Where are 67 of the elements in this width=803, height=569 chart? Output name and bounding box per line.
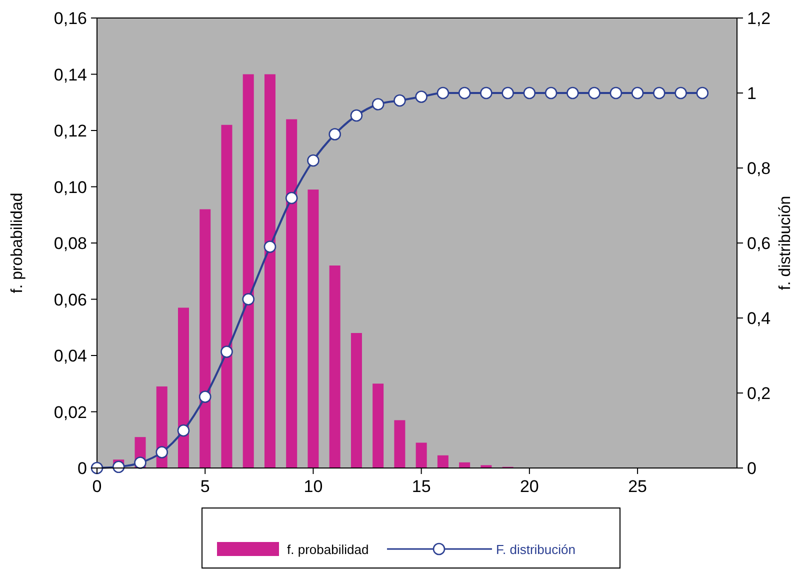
- point: [544, 86, 558, 100]
- point: [436, 86, 450, 100]
- bar: [350, 333, 362, 468]
- y2-tick-label: 0,4: [747, 309, 771, 328]
- bar: [264, 74, 276, 468]
- point: [566, 86, 579, 100]
- y-tick-label: 0,08: [54, 234, 87, 253]
- x-tick-label: 5: [200, 477, 210, 496]
- point: [177, 424, 190, 437]
- point: [328, 128, 341, 140]
- y-tick-label: 0: [78, 459, 87, 478]
- bar: [437, 455, 448, 468]
- y2-tick-label: 0,8: [747, 159, 771, 178]
- point: [372, 98, 384, 110]
- x-tick-label: 25: [628, 477, 647, 496]
- y-tick-label: 0,14: [54, 65, 87, 84]
- text: F. distribución: [496, 542, 576, 557]
- point: [588, 86, 600, 100]
- point: [156, 446, 168, 458]
- y2-axis-title: f. distribución: [777, 196, 794, 290]
- y2-tick-label: 0,2: [747, 384, 771, 403]
- point: [242, 293, 254, 306]
- point: [220, 346, 233, 358]
- point: [307, 154, 320, 167]
- bar: [178, 308, 189, 468]
- point: [458, 86, 471, 100]
- point: [502, 86, 514, 100]
- bar: [200, 209, 211, 468]
- x-tick-label: 0: [92, 477, 102, 496]
- y-tick-label: 0,10: [54, 178, 87, 197]
- y-axis-title: f. probabilidad: [9, 192, 26, 294]
- x-tick-label: 15: [412, 477, 431, 496]
- point: [264, 240, 276, 253]
- point: [674, 86, 687, 100]
- x-tick-label: 20: [520, 477, 539, 496]
- y-tick-label: 0,04: [54, 346, 87, 366]
- bar: [372, 384, 384, 468]
- y2-tick-label: 0: [747, 459, 756, 478]
- x-tick-label: 10: [304, 477, 323, 496]
- point: [350, 109, 363, 122]
- point: [523, 86, 536, 100]
- legend-label: f. probabilidad: [287, 542, 369, 557]
- point: [134, 456, 146, 469]
- point: [394, 94, 406, 107]
- bar: [416, 442, 427, 468]
- point: [112, 460, 125, 474]
- bar: [286, 119, 298, 468]
- y-tick-label: 0,06: [54, 290, 87, 310]
- point: [480, 86, 492, 100]
- bar: [394, 420, 406, 468]
- point: [653, 86, 666, 100]
- y-tick-label: 0,16: [54, 9, 87, 28]
- y2-tick-label: 1,2: [747, 9, 771, 28]
- bar: [308, 190, 319, 468]
- point: [285, 192, 298, 204]
- bar: [221, 124, 232, 468]
- point: [696, 86, 709, 100]
- point: [631, 86, 644, 100]
- point: [415, 90, 428, 103]
- y2-tick-label: 0,6: [747, 234, 771, 253]
- bar: [329, 266, 340, 468]
- y-tick-label: 0,02: [54, 402, 87, 422]
- y2-tick-label: 1: [747, 84, 756, 103]
- y-tick-label: 0,12: [54, 122, 87, 140]
- bar: [242, 74, 254, 468]
- point: [198, 390, 212, 403]
- point: [610, 86, 622, 100]
